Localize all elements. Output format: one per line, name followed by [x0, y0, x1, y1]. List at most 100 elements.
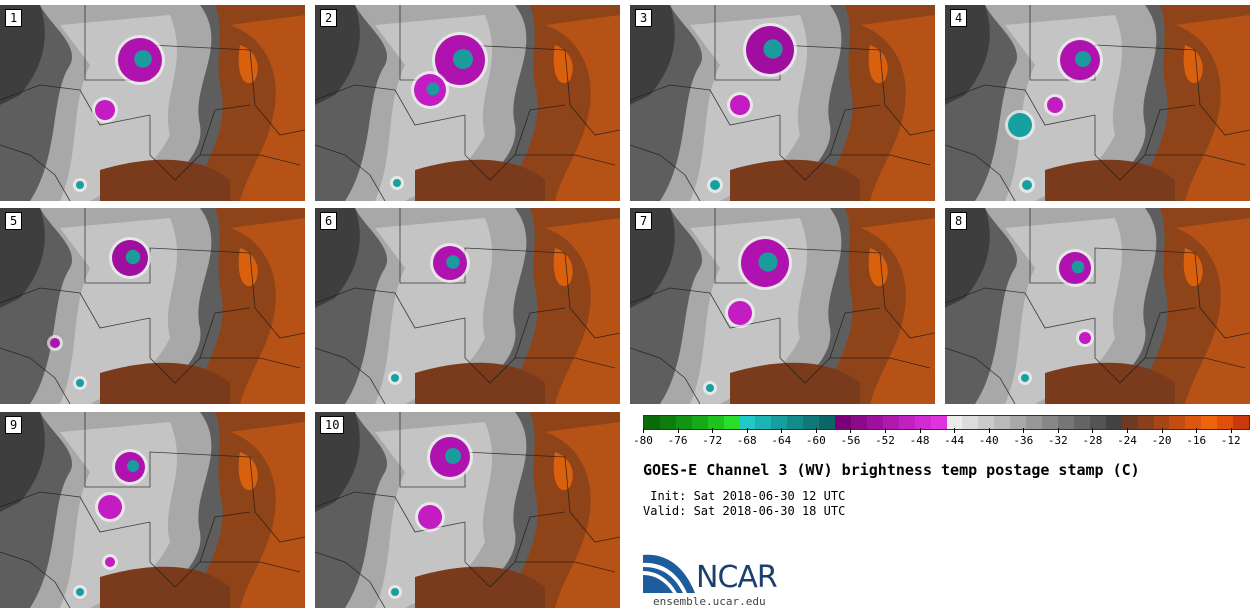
stamp-panel-2: 2 [315, 5, 620, 201]
colorbar-tick-label: -36 [1013, 434, 1034, 447]
colorbar-cell [1105, 416, 1122, 429]
colorbar-cell [962, 416, 979, 429]
colorbar-tick-label: -20 [1151, 434, 1172, 447]
colorbar-cell [1026, 416, 1043, 429]
colorbar-cell [675, 416, 692, 429]
water-vapor-map [315, 412, 620, 608]
colorbar-cell [898, 416, 915, 429]
logo-text: NCAR [696, 560, 778, 595]
water-vapor-map [0, 208, 305, 404]
colorbar-cell [978, 416, 995, 429]
colorbar-tick [1230, 428, 1232, 433]
colorbar-ticks: -80 -76 -72 -68 -64 -60 -56 -52 -48 -44 -40 -36 -32 -… [633, 428, 1248, 450]
colorbar-tick [712, 428, 714, 433]
stamp-label: 4 [950, 9, 968, 27]
colorbar-cell [1185, 416, 1202, 429]
water-vapor-map [315, 208, 620, 404]
init-time: Init: Sat 2018-06-30 12 UTC [643, 489, 846, 503]
colorbar-tick [1057, 428, 1059, 433]
colorbar-tick [954, 428, 956, 433]
water-vapor-map [0, 412, 305, 608]
colorbar-tick [919, 428, 921, 433]
logo-url: ensemble.ucar.edu [653, 595, 766, 608]
colorbar-tick-label: -32 [1047, 434, 1068, 447]
colorbar-cell [850, 416, 867, 429]
colorbar-cell [707, 416, 724, 429]
stamp-panel-4: 4 [945, 5, 1250, 201]
stamp-label: 7 [635, 212, 653, 230]
stamp-label: 8 [950, 212, 968, 230]
stamp-panel-3: 3 [630, 5, 935, 201]
colorbar-tick [781, 428, 783, 433]
colorbar-cell [1201, 416, 1218, 429]
colorbar-tick [1092, 428, 1094, 433]
colorbar-cell [1217, 416, 1234, 429]
colorbar-cell [882, 416, 899, 429]
colorbar-tick [746, 428, 748, 433]
colorbar-tick-label: -44 [944, 434, 965, 447]
colorbar-tick-label: -56 [840, 434, 861, 447]
colorbar-tick [1127, 428, 1128, 433]
stamp-label: 5 [5, 212, 23, 230]
colorbar-cell [803, 416, 820, 429]
colorbar-cell [994, 416, 1011, 429]
stamp-label: 3 [635, 9, 653, 27]
water-vapor-map [945, 208, 1250, 404]
colorbar-tick [815, 428, 817, 433]
colorbar-cell [755, 416, 772, 429]
colorbar-tick-label: -40 [978, 434, 999, 447]
stamp-panel-8: 8 [945, 208, 1250, 404]
stamp-panel-9: 9 [0, 412, 305, 608]
colorbar-tick [677, 428, 679, 433]
page-title: GOES-E Channel 3 (WV) brightness temp po… [643, 461, 1140, 479]
colorbar-cell [1137, 416, 1154, 429]
colorbar-cell [787, 416, 804, 429]
colorbar-tick-label: -52 [875, 434, 895, 447]
colorbar-cell [1073, 416, 1090, 429]
stamp-panel-1: 1 [0, 5, 305, 201]
colorbar-tick [850, 428, 852, 433]
colorbar-cell [659, 416, 676, 429]
water-vapor-map [630, 5, 935, 201]
water-vapor-map [945, 5, 1250, 201]
water-vapor-map [630, 208, 935, 404]
stamp-panel-5: 5 [0, 208, 305, 404]
colorbar [643, 415, 1250, 430]
colorbar-cell [771, 416, 788, 429]
stamp-label: 2 [320, 9, 338, 27]
colorbar-cell [946, 416, 963, 429]
colorbar-tick-label: -68 [736, 434, 757, 447]
colorbar-tick [643, 428, 644, 433]
colorbar-tick [1023, 428, 1025, 433]
colorbar-cell [644, 416, 660, 429]
colorbar-cell [1042, 416, 1058, 429]
stamp-label: 9 [5, 416, 23, 434]
stamp-panel-6: 6 [315, 208, 620, 404]
colorbar-cell [1233, 416, 1250, 429]
colorbar-tick-label: -76 [667, 434, 688, 447]
colorbar-tick [1161, 428, 1163, 433]
colorbar-cell [835, 416, 851, 429]
colorbar-cell [930, 416, 947, 429]
stamp-panel-7: 7 [630, 208, 935, 404]
colorbar-cell [1089, 416, 1106, 429]
colorbar-tick-label: -72 [702, 434, 723, 447]
colorbar-cell [819, 416, 836, 429]
colorbar-cell [1169, 416, 1186, 429]
colorbar-cell [1057, 416, 1074, 429]
stamp-label: 6 [320, 212, 338, 230]
colorbar-tick [885, 428, 886, 433]
colorbar-cell [723, 416, 740, 429]
stamp-label: 1 [5, 9, 23, 27]
colorbar-tick-label: -16 [1186, 434, 1207, 447]
colorbar-tick-label: -28 [1082, 434, 1103, 447]
stamp-panel-10: 10 [315, 412, 620, 608]
colorbar-tick-label: -80 [633, 434, 653, 447]
colorbar-cell [691, 416, 708, 429]
colorbar-tick-label: -64 [771, 434, 792, 447]
colorbar-cell [1121, 416, 1138, 429]
water-vapor-map [0, 5, 305, 201]
ncar-logo-icon [643, 554, 695, 593]
valid-time: Valid: Sat 2018-06-30 18 UTC [643, 504, 846, 518]
colorbar-tick [988, 428, 990, 433]
